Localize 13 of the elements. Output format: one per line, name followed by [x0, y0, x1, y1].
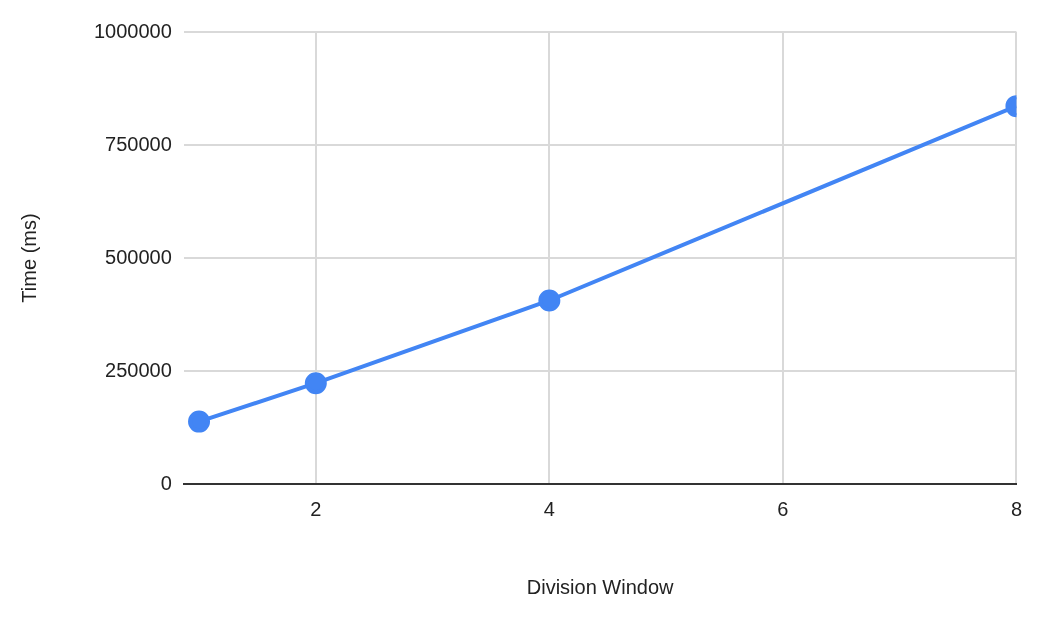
x-tick-label: 8 [1010, 497, 1022, 520]
y-tick-label: 750000 [105, 132, 172, 155]
y-axis-title: Time (ms) [17, 213, 40, 303]
y-tick-label: 250000 [105, 358, 172, 381]
y-tick-label: 0 [160, 471, 172, 494]
x-tick-label: 4 [543, 497, 555, 520]
y-tick-label: 1000000 [93, 19, 172, 42]
point [188, 410, 211, 433]
x-axis-title: Division Window [526, 575, 675, 598]
y-tick-label: 500000 [105, 245, 172, 268]
x-tick-label: 2 [310, 497, 322, 520]
point [304, 372, 327, 395]
x-tick-label: 6 [777, 497, 789, 520]
